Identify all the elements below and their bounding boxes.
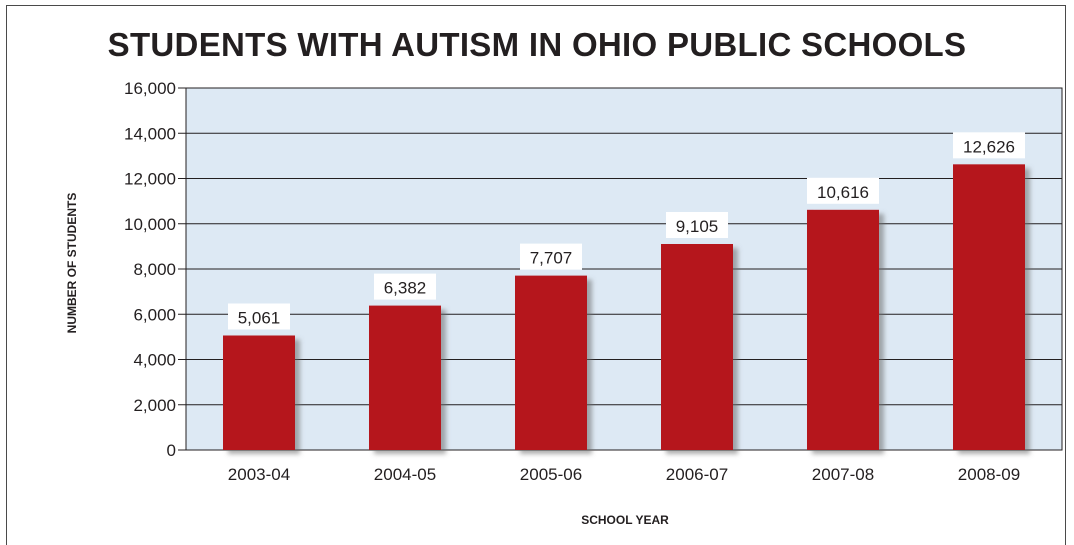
y-axis-ticks: 0 2,000 4,000 6,000 8,000 10,000 12,000 14,000 1… [124, 79, 186, 460]
y-tick-label: 2,000 [133, 396, 176, 415]
chart-frame [6, 5, 1066, 545]
value-label-box [953, 132, 1025, 159]
y-tick-label: 14,000 [124, 124, 176, 143]
value-label: 5,061 [238, 308, 281, 327]
value-label-box [374, 273, 436, 300]
bar [369, 305, 441, 450]
x-tick-label: 2006-07 [666, 465, 728, 484]
bars [223, 164, 1025, 451]
value-label-box [520, 243, 582, 270]
y-tick-label: 16,000 [124, 79, 176, 98]
x-tick-label: 2007-08 [812, 465, 874, 484]
x-tick-label: 2004-05 [374, 465, 436, 484]
x-tick-label: 2008-09 [958, 465, 1020, 484]
value-label: 6,382 [384, 279, 427, 298]
value-label: 10,616 [817, 183, 869, 202]
bar [807, 209, 879, 450]
bar [223, 335, 295, 450]
x-tick-label: 2003-04 [228, 465, 290, 484]
y-tick-label: 0 [167, 441, 176, 460]
value-labels: 5,061 6,382 7,707 9,105 10,616 12,626 [228, 132, 1025, 330]
bar [661, 243, 733, 450]
bar [953, 164, 1025, 451]
value-label: 9,105 [676, 217, 719, 236]
value-label-box [666, 211, 728, 238]
y-tick-label: 10,000 [124, 215, 176, 234]
y-tick-label: 6,000 [133, 305, 176, 324]
y-tick-label: 12,000 [124, 170, 176, 189]
value-label: 12,626 [963, 137, 1015, 156]
gridlines [186, 132, 1062, 406]
y-tick-label: 4,000 [133, 351, 176, 370]
value-label: 7,707 [530, 249, 573, 268]
y-tick-label: 8,000 [133, 260, 176, 279]
value-label-box [228, 303, 290, 330]
value-label-box [807, 177, 879, 204]
x-axis-label: SCHOOL YEAR [581, 513, 669, 527]
x-axis-ticks: 2003-04 2004-05 2005-06 2006-07 2007-08 2008-… [228, 465, 1020, 484]
bar [515, 275, 587, 450]
chart-title: STUDENTS WITH AUTISM IN OHIO PUBLIC SCHO… [107, 26, 967, 63]
x-tick-label: 2005-06 [520, 465, 582, 484]
